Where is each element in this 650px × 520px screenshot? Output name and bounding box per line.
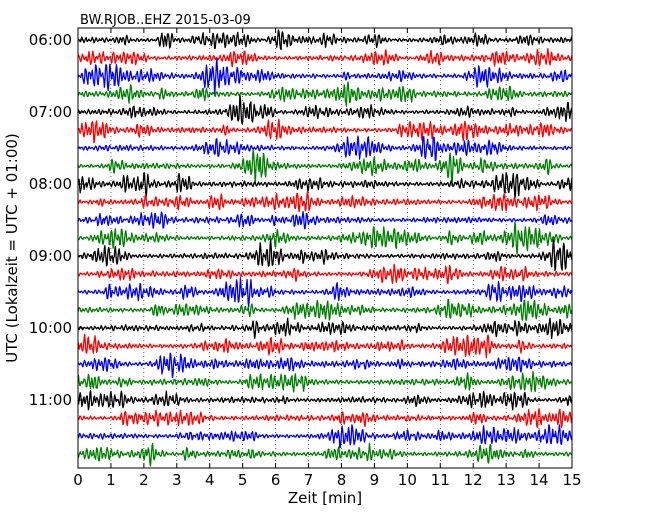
x-tick-label: 9 <box>370 471 380 489</box>
x-tick-label: 1 <box>106 471 116 489</box>
y-axis-label: UTC (Lokalzeit = UTC + 01:00) <box>3 133 21 363</box>
x-axis-ticks: 0 1 2 3 4 5 6 7 8 9 10 11 12 13 14 15 <box>73 28 582 489</box>
x-tick-label: 13 <box>497 471 516 489</box>
x-axis-label: Zeit [min] <box>288 489 362 507</box>
seismic-trace <box>77 221 573 255</box>
plot-frame <box>77 27 573 469</box>
seismic-trace <box>77 58 573 96</box>
x-tick-label: 2 <box>139 471 149 489</box>
seismic-trace <box>77 408 573 428</box>
seismic-trace <box>77 277 573 308</box>
x-tick-label: 12 <box>464 471 483 489</box>
seismic-trace <box>77 149 573 186</box>
seismic-traces <box>77 29 573 467</box>
seismic-trace <box>77 424 573 449</box>
seismic-trace <box>77 442 573 467</box>
y-tick-label: 11:00 <box>29 391 72 409</box>
seismic-trace <box>77 172 573 199</box>
y-tick-label: 10:00 <box>29 319 72 337</box>
seismic-trace <box>77 370 573 393</box>
x-tick-label: 14 <box>530 471 549 489</box>
seismic-trace <box>77 135 573 162</box>
seismic-trace <box>77 317 573 339</box>
seismic-trace <box>77 211 573 230</box>
seismic-trace <box>77 48 573 68</box>
x-tick-label: 6 <box>271 471 281 489</box>
x-tick-label: 3 <box>172 471 182 489</box>
x-tick-label: 10 <box>398 471 417 489</box>
chart-title: BW.RJOB..EHZ 2015-03-09 <box>80 13 251 28</box>
y-tick-label: 09:00 <box>29 247 72 265</box>
seismic-trace <box>77 298 573 321</box>
y-axis-ticks: 06:00 07:00 08:00 09:00 10:00 11:00 <box>29 31 572 409</box>
seismic-trace <box>77 239 573 271</box>
x-tick-label: 11 <box>431 471 450 489</box>
seismic-trace <box>77 333 573 359</box>
y-tick-label: 07:00 <box>29 103 72 121</box>
x-tick-label: 4 <box>205 471 215 489</box>
seismic-trace <box>77 94 573 125</box>
seismic-trace <box>77 352 573 378</box>
y-tick-label: 06:00 <box>29 31 72 49</box>
x-tick-label: 15 <box>562 471 581 489</box>
x-tick-label: 0 <box>73 471 83 489</box>
y-tick-label: 08:00 <box>29 175 72 193</box>
seismic-trace <box>77 190 573 213</box>
x-tick-label: 7 <box>304 471 314 489</box>
seismic-trace <box>77 118 573 144</box>
seismic-trace <box>77 263 573 285</box>
x-tick-label: 8 <box>337 471 347 489</box>
seismic-trace <box>77 29 573 51</box>
x-tick-label: 5 <box>238 471 248 489</box>
seismic-trace <box>77 81 573 107</box>
seismic-trace <box>77 390 573 411</box>
grid-lines <box>110 28 540 468</box>
